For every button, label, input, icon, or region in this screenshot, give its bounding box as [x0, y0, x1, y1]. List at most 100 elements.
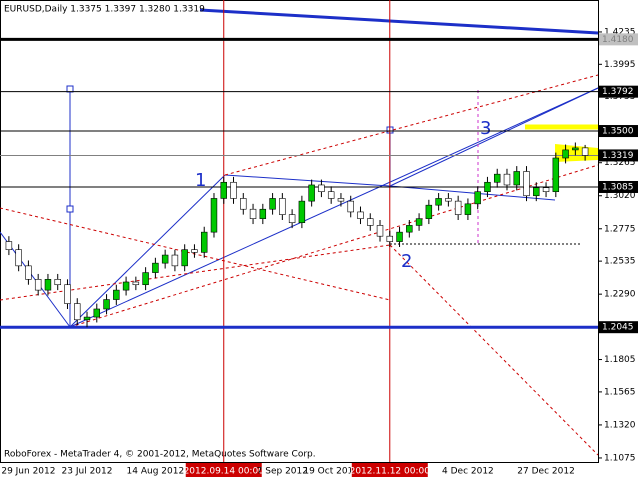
candle-body — [220, 181, 227, 199]
wave-label: 3 — [480, 118, 491, 139]
level-label: 1.3085 — [602, 182, 634, 192]
y-tick-label: 1.3995 — [604, 60, 636, 70]
level-box — [599, 149, 638, 162]
candle-body — [191, 249, 198, 253]
trend-line — [0, 207, 391, 301]
trend-line — [69, 87, 599, 328]
candle-body — [327, 191, 335, 199]
x-tick-label: 14 Aug 2012 — [127, 467, 185, 477]
candle-body — [308, 184, 315, 202]
level-box — [599, 125, 638, 138]
candle-body — [5, 241, 13, 250]
candle-body — [552, 157, 560, 193]
candle-body — [161, 254, 169, 264]
y-tick-label: 1.2290 — [604, 290, 636, 300]
x-tick-label: 23 Jul 2012 — [62, 467, 113, 477]
candle-body — [406, 225, 413, 233]
anchor — [66, 85, 74, 93]
y-tick-label: 1.2775 — [604, 224, 636, 234]
wave-label: 1 — [195, 170, 206, 191]
candle-body — [542, 187, 550, 193]
candle-body — [122, 281, 130, 291]
candle-body — [83, 316, 91, 321]
candle-body — [25, 265, 32, 280]
candle-body — [484, 181, 491, 193]
trend-line — [224, 174, 391, 187]
anchor — [66, 205, 74, 213]
candle-body — [503, 173, 511, 186]
candle-body — [152, 262, 159, 273]
candle-body — [337, 198, 345, 202]
candle-body — [93, 308, 101, 318]
level-label: 1.3319 — [602, 151, 634, 161]
candle-body — [464, 203, 472, 215]
y-tick-label: 1.2535 — [604, 257, 636, 267]
candle-body — [210, 198, 218, 233]
wave-label: 2 — [401, 251, 412, 272]
trend-line — [389, 244, 599, 456]
x-tick-label: 19 Oct 2012 — [303, 467, 359, 477]
candle-body — [572, 147, 579, 151]
candle-body — [54, 279, 61, 286]
candle-body — [74, 303, 81, 321]
level-label: 1.4180 — [602, 35, 634, 45]
candle-body — [298, 200, 306, 224]
level-box — [599, 321, 638, 334]
candle-body — [132, 281, 140, 286]
candle-body — [396, 231, 403, 242]
candle-body — [269, 198, 276, 210]
candle-body — [523, 171, 530, 197]
candle-body — [435, 198, 442, 206]
candle-body — [181, 249, 188, 267]
y-tick-label: 1.1565 — [604, 387, 636, 397]
candle-body — [445, 198, 452, 202]
candle-body — [513, 171, 520, 186]
candle-body — [367, 218, 374, 226]
chart-title: EURUSD,Daily 1.3375 1.3397 1.3280 1.3319 — [4, 5, 205, 15]
candle-body — [15, 249, 22, 267]
candle-body — [44, 279, 52, 291]
y-tick-label: 1.3020 — [604, 191, 636, 201]
x-tick-label: 7 Sep 2012 — [257, 467, 308, 477]
y-tick-label: 1.1075 — [604, 453, 636, 463]
candle-body — [347, 200, 354, 213]
candle-body — [171, 254, 179, 267]
y-tick-label: 1.4235 — [604, 27, 636, 37]
level-box — [599, 33, 638, 46]
candle-body — [454, 200, 462, 215]
y-tick-label: 1.1320 — [604, 420, 636, 430]
trend-line — [389, 87, 599, 187]
candle-body — [318, 184, 325, 193]
candle-body — [200, 231, 208, 253]
y-tick-label: 1.3265 — [604, 158, 636, 168]
candle-body — [249, 208, 257, 219]
trend-line — [224, 74, 599, 176]
level-label: 1.2045 — [602, 323, 634, 333]
trend-line — [69, 164, 599, 328]
candle-body — [357, 211, 364, 219]
crosshair-label-box — [351, 463, 428, 477]
plot-frame — [0, 0, 599, 463]
candle-body — [581, 147, 589, 156]
candle-body — [425, 204, 433, 219]
candle-body — [113, 289, 120, 300]
candle-body — [474, 191, 481, 205]
footer: RoboForex - MetaTrader 4, © 2001-2012, M… — [4, 450, 316, 460]
candle-body — [493, 173, 501, 183]
candle-body — [34, 279, 42, 291]
candle-body — [142, 272, 149, 286]
level-box — [599, 85, 638, 98]
candle-body — [415, 218, 423, 226]
candle-body — [279, 198, 286, 215]
candle-body — [288, 214, 296, 224]
trend-line — [389, 185, 556, 201]
candle-body — [259, 208, 267, 219]
y-tick-label: 1.1805 — [604, 355, 636, 365]
candle-body — [376, 225, 384, 237]
trend-line — [69, 174, 226, 328]
candle-body — [562, 149, 569, 159]
candle-body — [533, 187, 540, 197]
x-tick-label: 4 Dec 2012 — [442, 467, 494, 477]
candle-body — [103, 299, 110, 310]
candle-body — [386, 235, 394, 242]
